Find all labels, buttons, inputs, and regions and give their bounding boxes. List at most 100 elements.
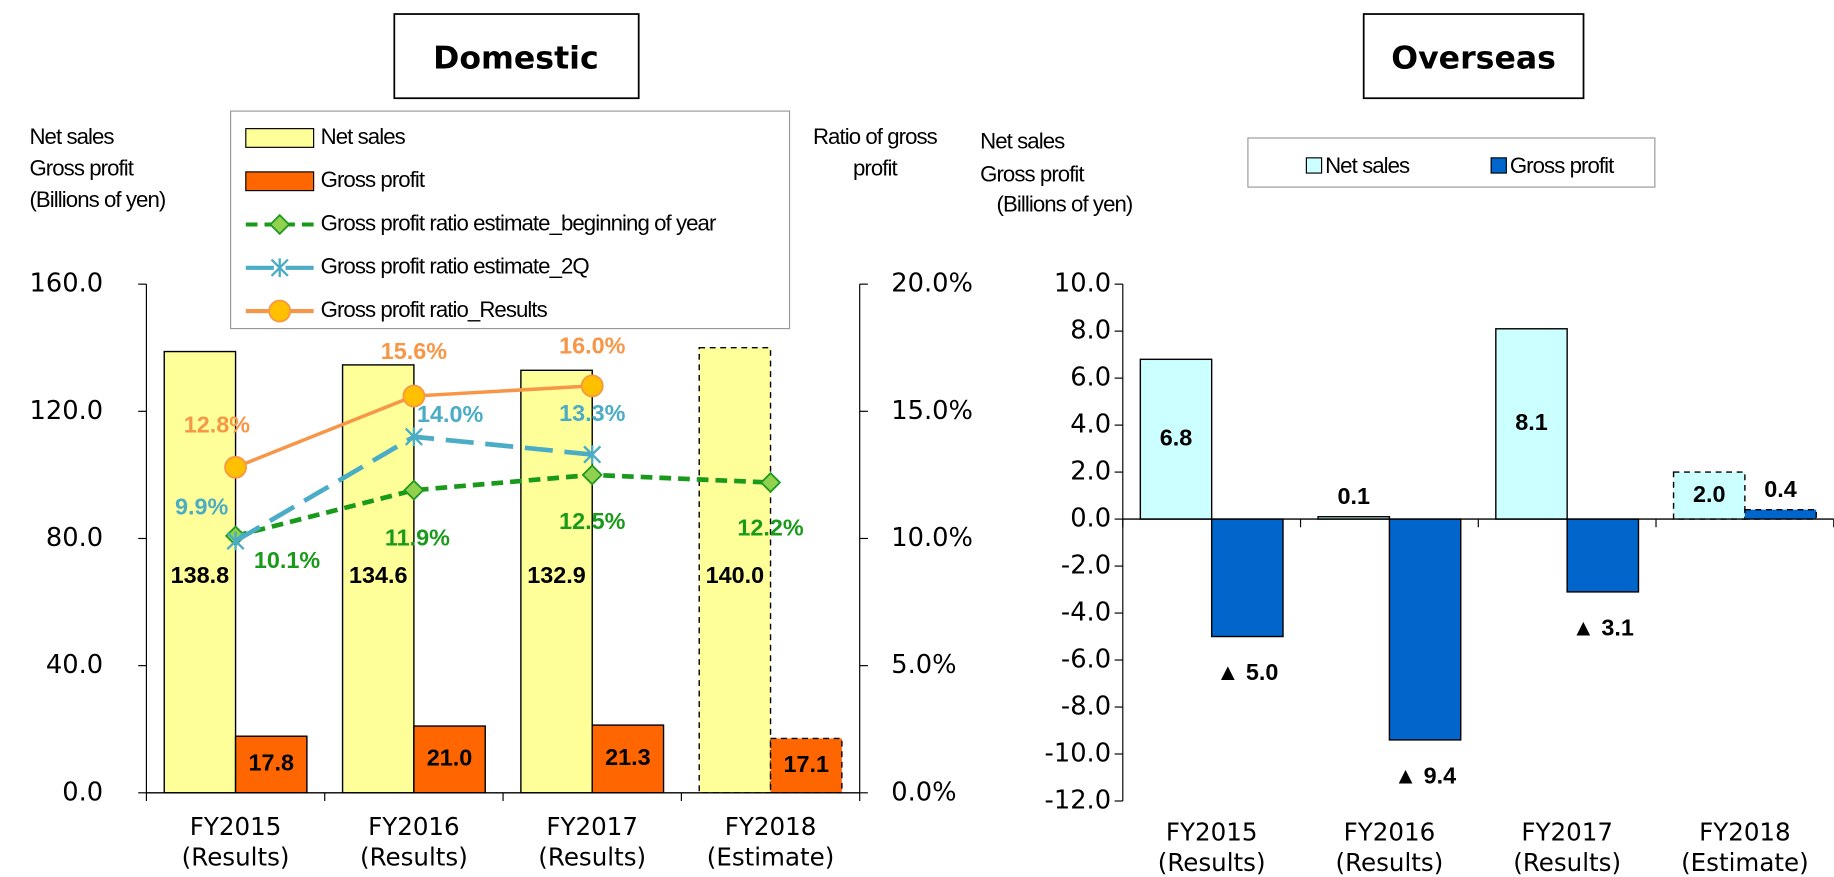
data-label: 8.1 [1515,409,1548,435]
legend-marker [270,258,289,278]
y2-tick-label: 10.0% [891,523,973,553]
legend-label: Gross profit [1510,153,1614,178]
y-axis-label: Net sales [29,124,114,149]
bar [591,724,665,794]
y-axis-label: (Billions of yen) [997,192,1133,217]
data-label: ▲ 9.4 [1394,763,1456,789]
line-marker [759,471,782,494]
bar [1139,358,1213,520]
legend-label: Gross profit ratio estimate_2Q [321,254,590,279]
data-label: 11.9% [385,524,450,550]
y-tick-label: 0.0 [1070,504,1111,534]
x-tick-label: FY2015 [190,812,282,841]
y-tick-label: -10.0 [1045,739,1112,769]
legend-marker [268,299,292,323]
data-label: 16.0% [559,332,625,358]
bar [1566,518,1640,593]
x-tick-label: FY2018 [1699,818,1791,847]
x-tick-label: (Estimate) [1681,848,1809,877]
legend-swatch [1490,157,1507,174]
title-box [1362,13,1585,100]
legend-box [230,110,791,330]
data-label: 21.3 [605,744,651,770]
y-tick-label: -6.0 [1061,645,1111,675]
legend-label: Gross profit ratio estimate_beginning of… [321,210,717,235]
x-tick-label: (Results) [360,842,468,871]
line-marker [583,445,602,464]
y-tick-label: 160.0 [30,269,104,299]
chart-title: Overseas [1391,41,1556,77]
legend-label: Net sales [1325,153,1410,178]
y-tick-label: -2.0 [1061,551,1111,581]
data-label: ▲ 3.1 [1572,614,1634,640]
data-label: 15.6% [381,338,447,364]
y-axis-label: Gross profit [980,161,1084,186]
data-label: 0.4 [1764,476,1797,502]
y-tick-label: -4.0 [1061,598,1111,628]
y-tick-label: 120.0 [30,396,104,426]
y2-tick-label: 5.0% [891,650,956,680]
x-tick-label: FY2016 [368,812,460,841]
y-axis-label: Net sales [980,129,1065,154]
legend-label: Gross profit ratio_Results [321,297,548,322]
legend-swatch [245,128,315,148]
line-marker [403,479,425,501]
x-tick-label: FY2017 [546,812,638,841]
bar [1744,508,1817,520]
line-marker [580,374,604,398]
legend-label: Gross profit [321,167,425,192]
line-marker [226,531,245,551]
y-tick-label: 40.0 [46,650,103,680]
line-marker [581,464,603,486]
x-tick-label: FY2017 [1521,818,1613,847]
y2-tick-label: 20.0% [891,269,973,299]
chart-title: Domestic [433,41,599,77]
data-label: 17.1 [783,751,829,777]
data-label: 132.9 [527,562,586,588]
y-tick-label: 6.0 [1070,363,1111,393]
line-marker [402,384,426,408]
y-tick-label: 8.0 [1070,316,1111,346]
data-label: 21.0 [427,745,473,771]
data-label: 12.8% [184,412,250,438]
y-tick-label: 4.0 [1070,410,1111,440]
bar [1388,518,1462,741]
x-tick-label: FY2018 [725,812,817,841]
data-label: 12.2% [737,514,803,540]
bar [234,735,308,794]
x-tick-label: FY2015 [1166,818,1258,847]
y-axis-label: Gross profit [29,155,133,180]
x-tick-label: (Results) [538,842,646,871]
x-tick-label: (Estimate) [707,842,835,871]
x-tick-label: (Results) [182,842,290,871]
y-tick-label: 0.0 [62,777,103,807]
data-label: 12.5% [559,508,625,534]
bar [341,364,415,794]
title-box [393,13,640,100]
data-label: 14.0% [417,401,483,427]
data-label: 9.9% [175,493,228,519]
data-label: 2.0 [1693,481,1726,507]
x-tick-label: (Results) [1158,848,1266,877]
bar [1210,518,1284,638]
series-line [234,472,771,539]
line-marker [224,455,247,479]
x-tick-label: (Results) [1336,848,1444,877]
y2-axis-label: Ratio of gross [813,124,938,149]
legend-marker [269,213,291,236]
bar [1672,471,1746,520]
x-tick-label: FY2016 [1344,818,1436,847]
bar [163,350,237,794]
y-tick-label: 10.0 [1054,269,1111,299]
data-label: 140.0 [706,562,765,588]
data-label: 17.8 [248,750,294,776]
x-tick-label: (Results) [1513,848,1621,877]
y-tick-label: -8.0 [1061,692,1111,722]
data-label: 13.3% [559,400,625,426]
legend-label: Net sales [321,124,406,149]
y-axis-label: (Billions of yen) [29,187,165,212]
bar [1495,328,1568,520]
data-label: 0.1 [1337,483,1369,509]
